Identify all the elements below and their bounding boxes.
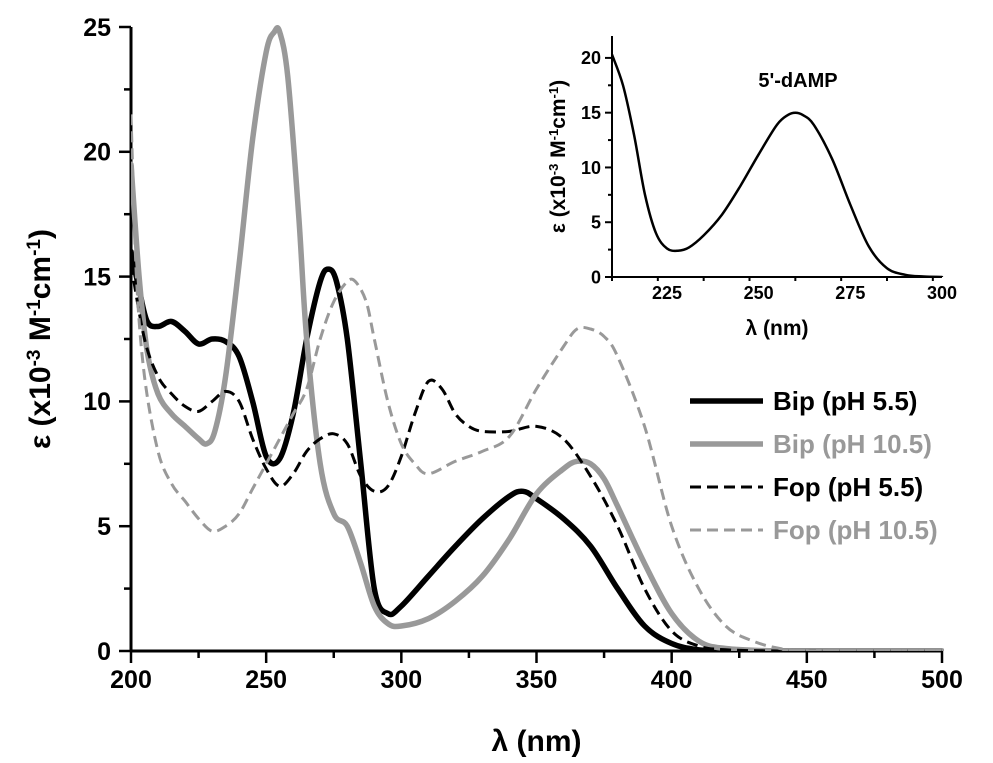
main-y-tick-label: 20 bbox=[83, 139, 111, 167]
inset-xlabel: λ (nm) bbox=[746, 317, 809, 340]
main-x-tick-label: 250 bbox=[245, 666, 287, 694]
inset-ylabel-text: cm bbox=[547, 98, 570, 128]
main-series-line-3 bbox=[131, 114, 942, 651]
legend-label-2: Fop (pH 5.5) bbox=[773, 472, 923, 502]
legend-label-0: Bip (pH 5.5) bbox=[773, 386, 917, 416]
main-xlabel: λ (nm) bbox=[492, 725, 582, 758]
inset-x-tick-label: 300 bbox=[927, 283, 957, 303]
main-ylabel-superscript: -3 bbox=[24, 349, 45, 366]
inset-ylabel-text: M bbox=[547, 140, 570, 163]
inset-title: 5'-dAMP bbox=[758, 70, 837, 92]
main-ylabel: ε (x10-3 M-1cm-1) bbox=[24, 229, 58, 449]
inset-x-tick-label: 275 bbox=[835, 283, 865, 303]
main-series-line-2 bbox=[131, 263, 942, 651]
main-x-tick-label: 200 bbox=[110, 666, 152, 694]
main-series-line-1 bbox=[131, 25, 944, 651]
legend-label-3: Fop (pH 10.5) bbox=[773, 515, 938, 545]
main-x-tick-label: 400 bbox=[651, 666, 693, 694]
main-ylabel-text: ) bbox=[24, 229, 57, 239]
main-x-tick-label: 350 bbox=[516, 666, 558, 694]
main-ylabel-superscript: -1 bbox=[24, 299, 45, 316]
inset-ylabel-text: ) bbox=[547, 80, 570, 87]
main-ylabel-text: M bbox=[24, 316, 57, 349]
inset-ylabel-superscript: -1 bbox=[546, 129, 561, 141]
inset-y-tick-label: 5 bbox=[591, 213, 601, 233]
inset-y-tick-label: 0 bbox=[591, 267, 601, 287]
inset-ylabel-superscript: -1 bbox=[546, 87, 561, 99]
main-y-tick-label: 10 bbox=[83, 388, 111, 416]
inset-y-tick-label: 20 bbox=[581, 48, 601, 68]
inset-x-tick-label: 225 bbox=[652, 283, 682, 303]
main-ylabel-superscript: -1 bbox=[24, 239, 45, 256]
inset-ylabel: ε (x10-3 M-1cm-1) bbox=[546, 80, 571, 233]
legend: Bip (pH 5.5) Bip (pH 10.5) Fop (pH 5.5) Fop… bbox=[690, 386, 938, 545]
main-y-tick-label: 15 bbox=[83, 263, 111, 291]
main-x-tick-label: 300 bbox=[380, 666, 422, 694]
main-x-tick-label: 500 bbox=[921, 666, 963, 694]
inset-y-tick-label: 15 bbox=[581, 103, 601, 123]
legend-label-1: Bip (pH 10.5) bbox=[773, 429, 932, 459]
inset-ylabel-text: ε (x10 bbox=[547, 175, 570, 233]
main-ylabel-text: ε (x10 bbox=[24, 366, 57, 449]
main-series-line-0 bbox=[131, 248, 944, 651]
main-y-tick-label: 0 bbox=[97, 638, 111, 666]
main-y-tick-label: 5 bbox=[97, 513, 111, 541]
main-y-tick-label: 25 bbox=[83, 14, 111, 42]
inset-y-tick-label: 10 bbox=[581, 158, 601, 178]
main-ylabel-text: cm bbox=[24, 256, 57, 299]
main-x-tick-label: 450 bbox=[786, 666, 828, 694]
inset-series-line-0 bbox=[612, 53, 944, 277]
inset-x-tick-label: 250 bbox=[744, 283, 774, 303]
inset-ylabel-superscript: -3 bbox=[546, 164, 561, 176]
